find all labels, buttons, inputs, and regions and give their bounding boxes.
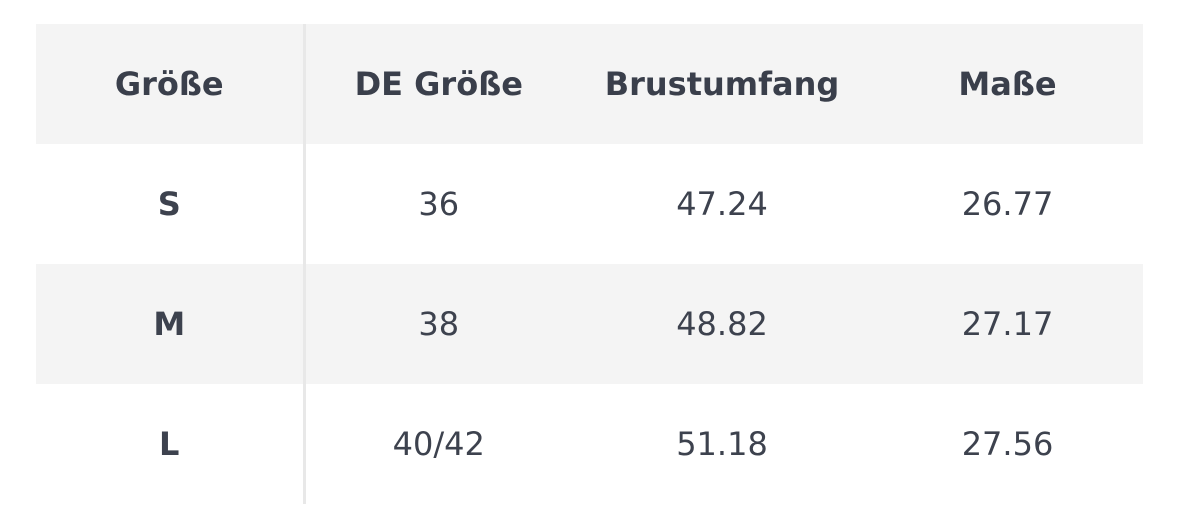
- cell-size: S: [36, 144, 306, 264]
- cell-chest: 51.18: [676, 425, 768, 463]
- table-row: L 40/42 51.18 27.56: [36, 384, 1143, 504]
- table-row: S 36 47.24 26.77: [36, 144, 1143, 264]
- header-chest: Brustumfang: [572, 24, 872, 144]
- cell-chest: 47.24: [676, 185, 768, 223]
- table-row: M 38 48.82 27.17: [36, 264, 1143, 384]
- cell-measure: 26.77: [961, 185, 1054, 223]
- header-measure: Maße: [872, 24, 1143, 144]
- header-de-size: DE Größe: [304, 24, 572, 144]
- cell-measure: 27.56: [961, 425, 1054, 463]
- cell-de-size: 38: [304, 264, 572, 384]
- cell-size: M: [36, 264, 306, 384]
- cell-size: L: [36, 384, 306, 504]
- cell-measure: 27.17: [872, 264, 1143, 384]
- cell-chest: 48.82: [572, 264, 872, 384]
- cell-de-size: 40/42: [392, 425, 485, 463]
- header-row: Größe DE Größe Brustumfang Maße: [36, 24, 1143, 144]
- size-chart-table: Größe DE Größe Brustumfang Maße S 36 47.…: [36, 24, 1143, 504]
- cell-de-size: 36: [418, 185, 460, 223]
- header-size: Größe: [36, 24, 306, 144]
